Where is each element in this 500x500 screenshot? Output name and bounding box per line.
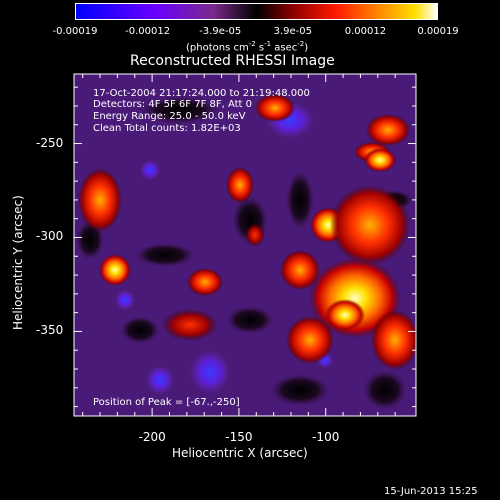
y-tick-label: -350 (36, 323, 64, 338)
info-energy: Energy Range: 25.0 - 50.0 keV (93, 111, 246, 122)
x-tick-label: -200 (138, 430, 166, 444)
info-clean: Clean Total counts: 1.82E+03 (93, 123, 241, 134)
colorbar-tick-label: -0.00012 (125, 26, 171, 37)
info-time: 17-Oct-2004 21:17:24.000 to 21:19:48.000 (93, 88, 310, 99)
colorbar-tick-label: 0.00012 (344, 26, 387, 37)
y-axis-title: Heliocentric Y (arcsec) (11, 195, 25, 330)
colorbar-tick-label: 0.00019 (417, 26, 459, 37)
x-tick-label: -150 (225, 430, 253, 444)
heatmap-image (74, 74, 416, 416)
footer-date: 15-Jun-2013 15:25 (384, 486, 478, 497)
colorbar-tick-label: 3.9e-05 (273, 26, 312, 37)
colorbar-tick-label: -0.00019 (52, 26, 98, 37)
axis-ticks (74, 74, 416, 416)
colorbar-unit-label: (photons cm-2 s-1 asec-2) (186, 40, 309, 54)
colorbar-tick-label: -3.9e-05 (199, 26, 242, 37)
x-tick-label: -100 (312, 430, 340, 444)
y-tick-label: -250 (36, 135, 64, 150)
colorbar (75, 3, 438, 20)
y-tick-label: -300 (36, 229, 64, 244)
chart-title: Reconstructed RHESSI Image (130, 53, 335, 69)
info-peak: Position of Peak = [-67.,-250] (93, 397, 240, 408)
x-axis-title: Heliocentric X (arcsec) (172, 446, 308, 460)
info-detectors: Detectors: 4F 5F 6F 7F 8F, Att 0 (93, 99, 253, 110)
plot-frame (73, 73, 417, 417)
